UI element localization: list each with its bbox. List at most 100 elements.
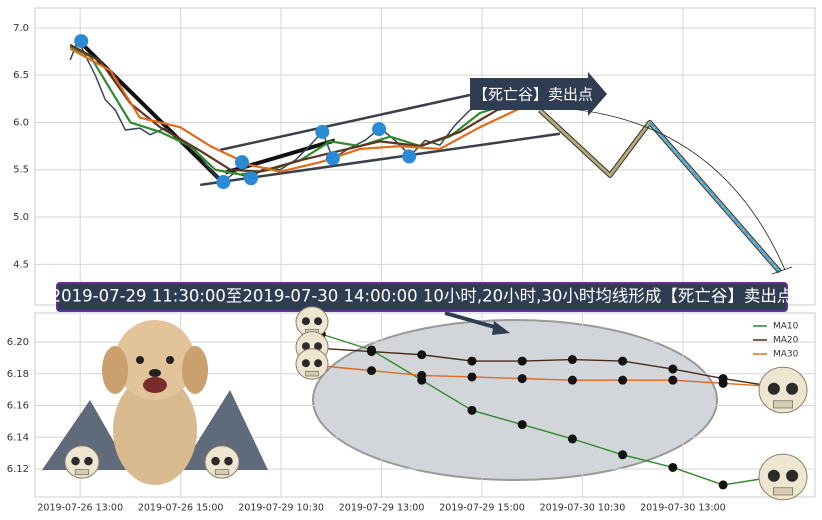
dog-body: [113, 375, 197, 485]
skull: [204, 445, 240, 479]
top-frame: [34, 7, 816, 306]
skull-teeth: [773, 400, 793, 409]
marker: [367, 347, 377, 357]
skull: [758, 453, 808, 501]
marker: [367, 366, 377, 376]
x-tick-label: 2019-07-26 15:00: [138, 503, 224, 514]
point: [74, 34, 89, 49]
skull-eye: [786, 469, 799, 482]
trend-line: [200, 132, 561, 187]
y-tick-label: 5.0: [13, 212, 29, 223]
point: [402, 149, 417, 164]
annotation-arrow: [470, 72, 607, 116]
marker: [618, 450, 628, 460]
x-tick-label: 2019-07-30 10:30: [540, 503, 626, 514]
skull: [758, 366, 808, 414]
highlight-ellipse: [312, 319, 718, 481]
skull-eye: [71, 456, 80, 466]
skull: [64, 445, 100, 479]
y-tick-label: 6.18: [7, 369, 29, 380]
dog-eye: [136, 356, 144, 364]
point: [315, 124, 330, 139]
dog-head: [115, 320, 195, 400]
dog-ear: [102, 346, 128, 394]
point: [234, 155, 249, 170]
point: [216, 175, 231, 190]
dog-eye: [166, 356, 174, 364]
marker: [567, 355, 577, 365]
marker: [467, 372, 477, 382]
y-tick-label: 7.0: [13, 23, 29, 34]
caption: 2019-07-29 11:30:00至2019-07-30 14:00:00 …: [51, 287, 794, 306]
caption-box: [56, 282, 788, 312]
point: [372, 122, 387, 137]
marker: [618, 356, 628, 366]
skull-eye: [301, 342, 310, 351]
mountain: [42, 400, 130, 470]
marker: [567, 434, 577, 444]
skull-eye: [767, 469, 780, 482]
marker: [517, 356, 527, 366]
arc: [559, 107, 786, 271]
skull: [295, 348, 329, 380]
illustration: [42, 320, 268, 485]
x-tick-label: 2019-07-30 13:00: [640, 503, 726, 514]
marker: [517, 374, 527, 384]
y-tick-label: 6.0: [13, 117, 29, 128]
x-tick-label: 2019-07-29 13:00: [339, 503, 425, 514]
x-tick-label: 2019-07-29 10:30: [238, 503, 324, 514]
annotation: 【死亡谷】卖出点: [473, 86, 593, 104]
skull-teeth: [74, 469, 90, 476]
skull-eye: [314, 359, 323, 368]
marker: [517, 420, 527, 430]
y-tick-label: 6.16: [7, 401, 29, 412]
skull-teeth: [214, 469, 230, 476]
series-line: [69, 43, 540, 173]
marker: [417, 350, 427, 360]
projection-drop: [648, 121, 781, 273]
marker: [417, 370, 427, 380]
dog-ear: [182, 346, 208, 394]
skull-eye: [786, 382, 799, 395]
marker: [618, 375, 628, 385]
skull-eye: [314, 317, 323, 326]
legend-label: MA10: [773, 322, 799, 332]
skull-teeth: [305, 370, 319, 377]
marker: [718, 480, 728, 490]
legend-label: MA30: [773, 350, 799, 360]
series-line: [321, 347, 774, 388]
legend-label: MA20: [773, 336, 799, 346]
marker: [668, 364, 678, 374]
y-tick-label: 5.5: [13, 165, 29, 176]
skull-eye: [767, 382, 780, 395]
marker: [467, 405, 477, 415]
dog-mouth: [143, 377, 167, 393]
pointer-head: [492, 321, 510, 335]
mountain: [180, 390, 268, 470]
series-line: [321, 333, 774, 486]
marker: [668, 462, 678, 472]
marker: [467, 356, 477, 366]
skull-teeth: [773, 487, 793, 496]
marker: [718, 378, 728, 388]
skull-eye: [301, 359, 310, 368]
marker: [668, 375, 678, 385]
x-tick-label: 2019-07-29 15:00: [439, 503, 525, 514]
series-line: [69, 47, 555, 173]
marker: [567, 375, 577, 385]
y-tick-label: 6.20: [7, 337, 29, 348]
dog-nose: [149, 369, 161, 377]
y-tick-label: 4.5: [13, 259, 29, 270]
arc-end: [771, 266, 793, 275]
pointer: [444, 311, 499, 330]
skull-eye: [84, 456, 93, 466]
skull-eye: [314, 342, 323, 351]
skull-eye: [211, 456, 220, 466]
skull-eye: [301, 317, 310, 326]
x-tick-label: 2019-07-26 13:00: [37, 503, 123, 514]
point: [325, 151, 340, 166]
series-line: [321, 365, 774, 388]
y-tick-label: 6.14: [7, 432, 29, 443]
y-tick-label: 6.5: [13, 70, 29, 81]
